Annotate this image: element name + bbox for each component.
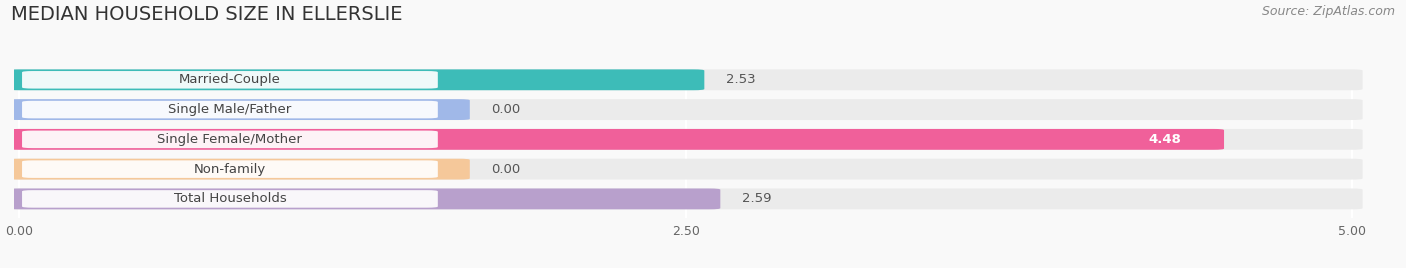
FancyBboxPatch shape: [8, 69, 1362, 90]
FancyBboxPatch shape: [8, 69, 704, 90]
FancyBboxPatch shape: [22, 101, 437, 118]
Text: 2.53: 2.53: [725, 73, 755, 86]
FancyBboxPatch shape: [22, 131, 437, 148]
FancyBboxPatch shape: [8, 159, 470, 180]
FancyBboxPatch shape: [8, 188, 720, 209]
FancyBboxPatch shape: [22, 160, 437, 178]
FancyBboxPatch shape: [8, 159, 1362, 180]
FancyBboxPatch shape: [8, 129, 1362, 150]
Text: Single Female/Mother: Single Female/Mother: [157, 133, 302, 146]
Text: Source: ZipAtlas.com: Source: ZipAtlas.com: [1261, 5, 1395, 18]
Text: 2.59: 2.59: [741, 192, 770, 205]
Text: 0.00: 0.00: [491, 163, 520, 176]
Text: Total Households: Total Households: [173, 192, 287, 205]
FancyBboxPatch shape: [8, 99, 470, 120]
FancyBboxPatch shape: [22, 71, 437, 88]
FancyBboxPatch shape: [8, 99, 1362, 120]
Text: 4.48: 4.48: [1149, 133, 1181, 146]
Text: Non-family: Non-family: [194, 163, 266, 176]
FancyBboxPatch shape: [22, 190, 437, 208]
Text: Single Male/Father: Single Male/Father: [169, 103, 291, 116]
Text: 0.00: 0.00: [491, 103, 520, 116]
Text: Married-Couple: Married-Couple: [179, 73, 281, 86]
Text: MEDIAN HOUSEHOLD SIZE IN ELLERSLIE: MEDIAN HOUSEHOLD SIZE IN ELLERSLIE: [11, 5, 402, 24]
FancyBboxPatch shape: [8, 188, 1362, 209]
FancyBboxPatch shape: [8, 129, 1225, 150]
